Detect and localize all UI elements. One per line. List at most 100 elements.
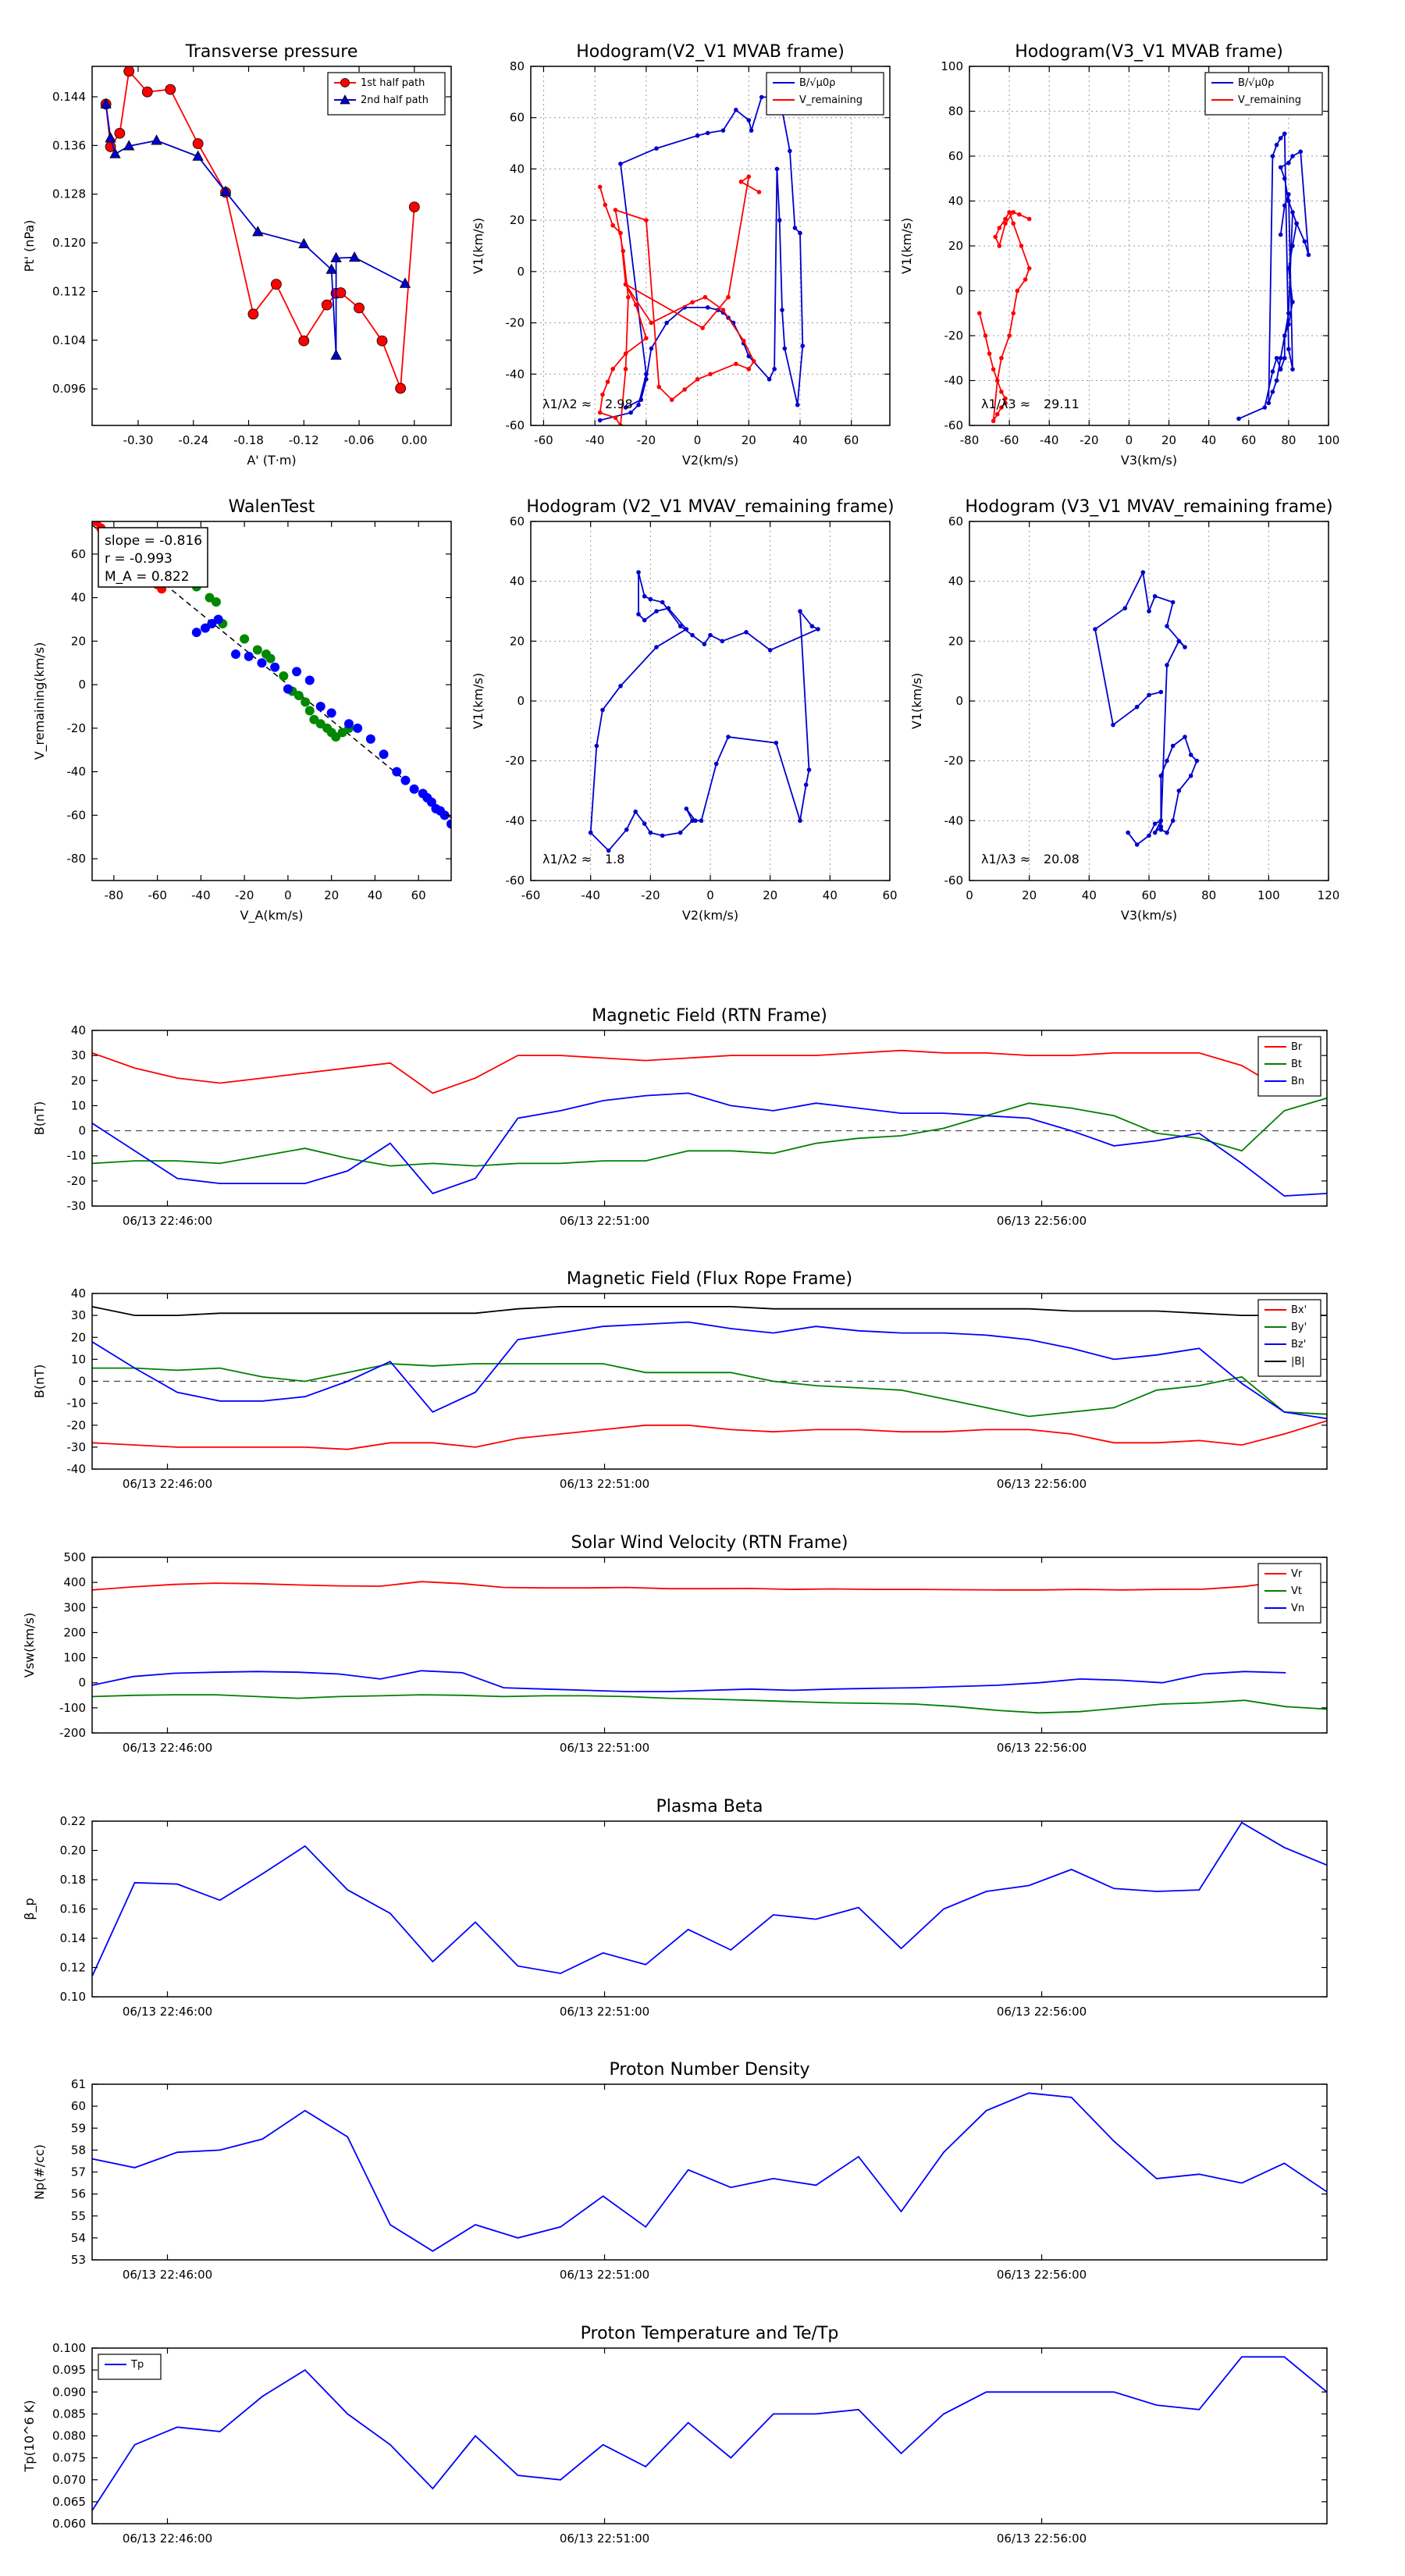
y-tick-label: 20 <box>510 213 525 227</box>
data-point <box>379 749 389 760</box>
stats-line: M_A = 0.822 <box>105 569 190 585</box>
x-tick-label: 0 <box>706 888 714 902</box>
plasma-beta-chart: 0.10 0.12 0.14 0.16 0.18 0.20 0.22 06/13 22:46:… <box>22 1797 1328 2019</box>
x-tick-label: 06/13 22:46:00 <box>123 1741 212 1755</box>
y-tick-label: -60 <box>506 418 525 432</box>
legend: Br Bt Bn <box>1257 1036 1321 1097</box>
plot-area <box>92 2092 1327 2252</box>
y-axis-label: V_remaining(km/s) <box>32 642 48 760</box>
y-tick-label: -60 <box>506 873 525 888</box>
y-tick-label: 40 <box>71 1023 86 1037</box>
data-point <box>270 662 280 672</box>
y-tick-label: -200 <box>59 1726 86 1740</box>
plot-frame <box>91 2347 1328 2524</box>
data-point <box>594 743 599 749</box>
x-tick-label: 0 <box>284 888 292 902</box>
magnetic-field-rtn-chart: -30 -20 -10 0 10 20 30 40 06/13 22:46:00 06/13 22… <box>32 1006 1328 1228</box>
data-point <box>1274 378 1279 383</box>
plot-area <box>92 1580 1327 1714</box>
data-point <box>114 127 126 139</box>
data-point <box>1290 154 1295 158</box>
x-tick-label: 40 <box>1201 433 1216 447</box>
data-point <box>1270 390 1275 394</box>
y-tick-label: 10 <box>71 1098 86 1112</box>
data-point <box>1111 722 1115 728</box>
x-tick-label: 20 <box>324 888 339 902</box>
data-point <box>1158 818 1164 824</box>
data-point <box>623 351 628 356</box>
eigen-ratio-annotation: λ1/λ2 ≈ 2.98 <box>542 397 633 411</box>
data-point <box>734 108 738 112</box>
data-point <box>298 237 310 249</box>
y-tick-label: 100 <box>63 1651 86 1665</box>
y-axis-label: V1(km/s) <box>471 218 486 274</box>
data-point <box>603 202 608 208</box>
data-point <box>123 140 135 151</box>
eigen-ratio-label: λ1/λ2 ≈ <box>542 852 592 866</box>
data-point <box>192 138 204 149</box>
data-point <box>1302 239 1307 244</box>
y-tick-label: 500 <box>63 1550 86 1564</box>
data-point <box>335 287 347 298</box>
data-point <box>999 405 1004 410</box>
x-tick-label: -0.30 <box>123 433 154 447</box>
solar-wind-velocity-chart: -200 -100 0 100 200 300 400 500 06/13 22:46:00 06… <box>22 1533 1328 1755</box>
data-point <box>648 596 653 602</box>
data-point <box>439 810 450 820</box>
x-tick-label: -20 <box>637 433 656 447</box>
data-point <box>321 299 333 311</box>
transverse-pressure-chart: 0.096 0.104 0.112 0.120 0.128 0.136 0.144 -0.30… <box>22 42 452 468</box>
x-tick-label: 06/13 22:46:00 <box>123 2005 212 2019</box>
data-point <box>1026 265 1032 271</box>
y-tick-label: 100 <box>941 59 963 73</box>
chart-title: Transverse pressure <box>185 42 358 62</box>
data-point <box>816 627 820 632</box>
chart-title: Magnetic Field (RTN Frame) <box>592 1006 827 1026</box>
data-point <box>782 346 788 351</box>
y-tick-label: 0 <box>78 1676 86 1690</box>
data-point <box>664 320 669 326</box>
y-tick-label: 0.060 <box>52 2517 86 2531</box>
data-point <box>1165 830 1169 835</box>
data-point <box>756 190 762 194</box>
proton-temperature-chart: 0.060 0.065 0.070 0.075 0.080 0.085 0.090 0.095… <box>22 2324 1328 2546</box>
y-axis-label: β_p <box>22 1898 37 1920</box>
plot-area <box>92 2356 1327 2511</box>
y-tick-label: 0.112 <box>52 284 86 298</box>
x-tick-label: 100 <box>1257 888 1280 902</box>
series-1-bt-line <box>92 1097 1327 1167</box>
data-point <box>597 184 603 190</box>
y-tick-label: 20 <box>948 239 963 253</box>
y-tick-label: -40 <box>67 765 87 779</box>
data-point <box>633 302 638 308</box>
data-point <box>1270 369 1275 374</box>
data-point <box>749 128 754 133</box>
y-tick-label: -20 <box>67 1174 87 1188</box>
data-point <box>1286 265 1291 271</box>
y-axis-label: B(nT) <box>32 1101 47 1135</box>
data-point <box>1278 136 1283 141</box>
x-tick-label: 06/13 22:51:00 <box>560 1741 649 1755</box>
x-tick-label: -40 <box>1040 433 1059 447</box>
series-1-by--line <box>92 1363 1327 1418</box>
y-tick-label: 0.136 <box>52 138 86 152</box>
x-tick-label: -0.18 <box>233 433 264 447</box>
y-tick-label: 40 <box>71 591 86 605</box>
series-0--p-line <box>92 1821 1327 1977</box>
data-point <box>997 244 1002 248</box>
data-point <box>1278 355 1283 361</box>
data-point <box>809 624 815 628</box>
chart-title: Hodogram (V2_V1 MVAV_remaining frame) <box>526 497 894 517</box>
data-point <box>994 411 1000 417</box>
data-point <box>705 130 710 136</box>
data-point <box>252 226 264 237</box>
data-point <box>618 230 623 236</box>
y-tick-label: 0.128 <box>52 187 86 201</box>
data-point <box>1147 692 1151 698</box>
y-tick-label: 0.085 <box>52 2407 86 2421</box>
x-tick-label: 06/13 22:56:00 <box>997 1477 1087 1491</box>
y-tick-label: -20 <box>506 754 525 768</box>
chart-title: Proton Temperature and Te/Tp <box>581 2324 839 2343</box>
data-point <box>638 397 644 402</box>
